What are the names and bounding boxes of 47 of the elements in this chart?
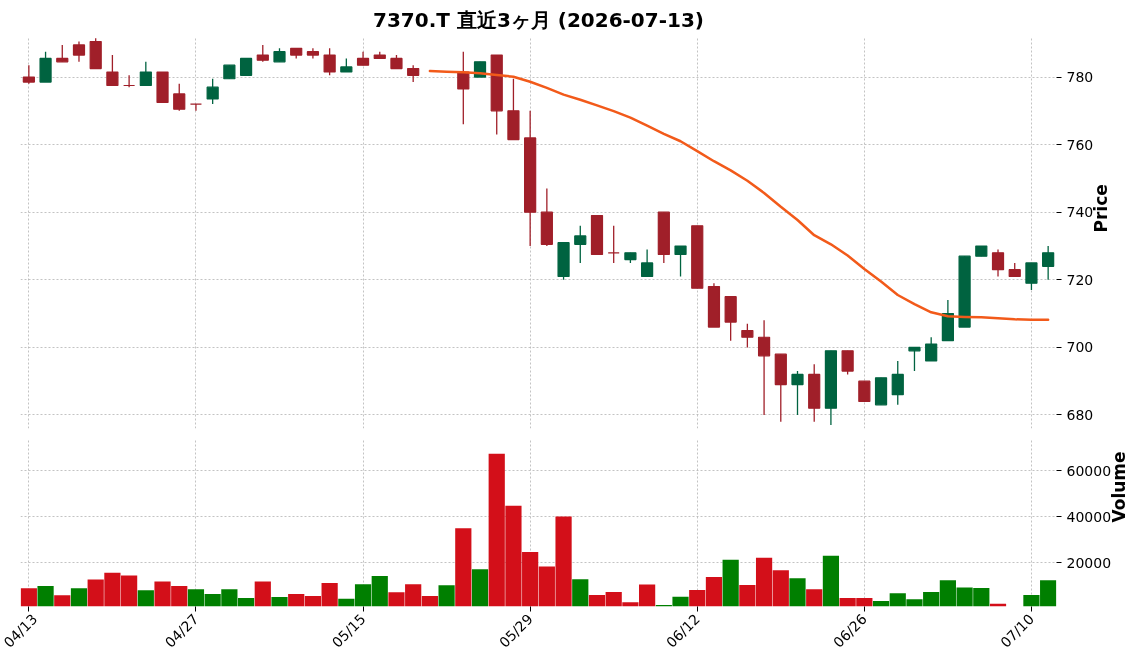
candlestick (741, 323, 754, 349)
candlestick (908, 346, 921, 372)
candlestick (72, 40, 86, 63)
candlestick (791, 370, 804, 416)
bar (70, 588, 88, 607)
y-axis-title: Volume (1109, 451, 1130, 523)
bar (137, 590, 154, 607)
y-tick-label: 40000 (1066, 508, 1112, 525)
candlestick (891, 360, 904, 406)
bar (572, 579, 589, 607)
candlestick (841, 350, 854, 376)
candlestick (173, 83, 186, 112)
candlestick (206, 78, 219, 105)
candlestick (106, 54, 119, 87)
candlestick (757, 319, 771, 416)
bar (455, 528, 472, 607)
bar (789, 578, 806, 607)
candlestick (22, 64, 35, 85)
candlestick (1042, 245, 1055, 281)
candlestick (323, 47, 336, 77)
candlestick (189, 103, 203, 112)
bar (20, 588, 37, 607)
candlestick (607, 225, 620, 264)
candlestick (991, 248, 1005, 278)
y-tick-label: 60000 (1066, 462, 1112, 479)
candlestick (139, 61, 152, 87)
candlestick (925, 336, 938, 362)
candlestick (574, 225, 587, 264)
bar (822, 555, 840, 607)
bar (254, 581, 271, 607)
y-tick-label: 680 (1066, 406, 1094, 423)
y-tick-label: 720 (1066, 271, 1094, 288)
bar (271, 597, 288, 607)
candlestick (674, 245, 687, 278)
bar (54, 595, 71, 607)
bar (471, 569, 489, 607)
y-tick-label: 20000 (1066, 554, 1112, 571)
bar (806, 589, 823, 607)
candlestick (858, 380, 871, 403)
candlestick (39, 51, 52, 83)
candlestick (1025, 262, 1038, 291)
y-tick-label: 700 (1066, 339, 1094, 356)
candlestick (123, 74, 136, 88)
bar (37, 586, 54, 607)
bar (722, 559, 739, 607)
candlestick (641, 248, 654, 278)
bar (438, 585, 455, 607)
